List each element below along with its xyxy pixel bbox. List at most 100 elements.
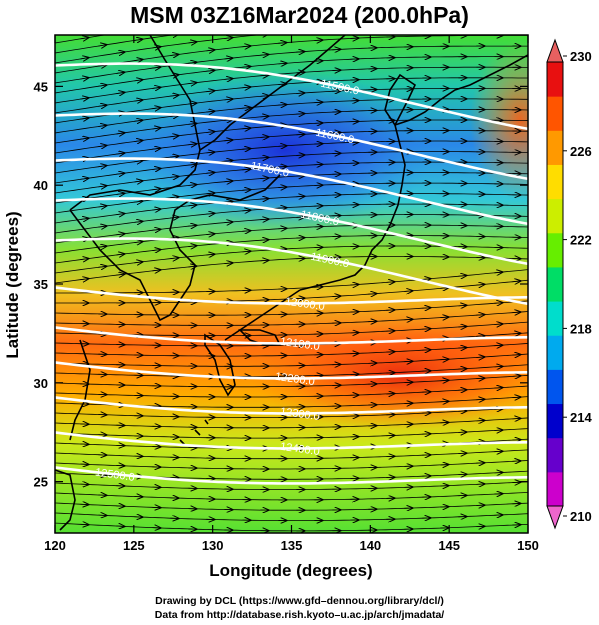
- wind-arrow: [260, 116, 268, 117]
- wind-arrow: [170, 176, 178, 177]
- contour-label: 12200.0: [274, 371, 315, 388]
- wind-arrow: [242, 251, 250, 252]
- wind-arrow: [242, 46, 250, 47]
- wind-arrow: [152, 270, 160, 271]
- colorbar-tick-label: 226: [570, 144, 592, 159]
- wind-arrow: [224, 140, 232, 141]
- contour-label: 12300.0: [279, 406, 320, 423]
- wind-arrow: [152, 67, 160, 68]
- colorbar-segment: [547, 403, 563, 439]
- wind-arrow: [170, 95, 178, 96]
- wind-arrow: [134, 59, 142, 60]
- streamline: [55, 374, 528, 388]
- streamline: [55, 364, 528, 377]
- streamline: [55, 35, 262, 64]
- wind-arrow: [188, 205, 196, 206]
- wind-arrow: [134, 181, 142, 182]
- wind-arrow: [422, 279, 430, 280]
- colorbar-segment: [547, 301, 563, 336]
- wind-arrow: [80, 138, 88, 139]
- wind-arrow: [458, 348, 466, 349]
- wind-arrow: [260, 54, 268, 55]
- wind-arrow: [170, 258, 178, 259]
- wind-arrow: [206, 70, 214, 71]
- streamline: [55, 35, 175, 54]
- colorbar-segment: [547, 369, 563, 405]
- colorbar-segment: [547, 62, 563, 97]
- streamline: [55, 77, 528, 114]
- wind-arrow: [188, 246, 196, 247]
- colorbar-segment: [547, 198, 563, 234]
- wind-arrow: [134, 100, 142, 101]
- wind-arrow: [242, 149, 250, 150]
- wind-arrow: [98, 166, 106, 167]
- wind-arrow: [260, 240, 268, 241]
- wind-arrow: [296, 93, 304, 94]
- wind-arrow: [80, 178, 88, 179]
- wind-arrow: [260, 96, 268, 97]
- wind-arrow: [512, 281, 520, 282]
- contour-label: 12500.0: [94, 466, 135, 483]
- wind-arrow: [80, 218, 88, 219]
- wind-arrow: [206, 132, 214, 133]
- wind-arrow: [242, 169, 250, 170]
- wind-arrow: [116, 173, 124, 174]
- wind-arrow: [80, 98, 88, 99]
- colorbar-segment: [547, 130, 563, 165]
- wind-arrow: [260, 260, 268, 261]
- wind-arrow: [278, 146, 286, 147]
- wind-arrow: [188, 22, 196, 23]
- wind-arrow: [188, 144, 196, 145]
- contour-line: [55, 286, 528, 305]
- colorbar-frame: [546, 61, 564, 507]
- wind-arrow: [242, 210, 250, 211]
- colorbar-tick-label: 210: [570, 509, 592, 524]
- wind-arrow: [242, 231, 250, 232]
- wind-arrow: [260, 178, 268, 179]
- wind-arrow: [206, 111, 214, 112]
- wind-arrow: [206, 50, 214, 51]
- wind-arrow: [512, 355, 520, 356]
- wind-arrow: [98, 246, 106, 247]
- wind-arrow: [476, 357, 484, 358]
- contour-line: [55, 62, 528, 131]
- wind-arrow: [116, 133, 124, 134]
- streamline: [55, 224, 528, 254]
- wind-arrow: [278, 187, 286, 188]
- colorbar-segment: [547, 437, 563, 473]
- wind-arrow: [116, 52, 124, 53]
- wind-arrow: [152, 250, 160, 251]
- y-tick-label: 25: [34, 475, 48, 490]
- wind-arrow: [350, 284, 358, 285]
- streamline: [55, 140, 528, 174]
- wind-arrow: [278, 63, 286, 64]
- wind-arrow: [206, 29, 214, 30]
- streamline: [55, 235, 528, 264]
- streamline: [55, 491, 528, 501]
- wind-arrow: [98, 85, 106, 86]
- streamline: [55, 66, 528, 104]
- wind-arrow: [422, 308, 430, 309]
- wind-arrow: [296, 72, 304, 73]
- colorbar-ticks: 230 226 222 218 214 210: [563, 49, 592, 524]
- wind-arrow: [170, 197, 178, 198]
- contour-line: [55, 197, 528, 266]
- wind-arrow: [368, 294, 376, 295]
- streamline: [55, 300, 528, 316]
- contour-line: [55, 361, 528, 380]
- wind-arrow: [476, 284, 484, 285]
- wind-arrow: [134, 120, 142, 121]
- wind-arrow: [494, 272, 502, 273]
- wind-arrow: [260, 219, 268, 220]
- colorbar-segment: [547, 96, 563, 131]
- wind-arrow: [314, 19, 322, 20]
- credit-data: Data from http://database.rish.kyoto–u.a…: [154, 609, 445, 621]
- wind-arrow: [278, 22, 286, 23]
- contour-label: 12100.0: [279, 336, 320, 353]
- wind-arrow: [152, 189, 160, 190]
- wind-arrow: [260, 13, 268, 14]
- colorbar-tick-label: 230: [570, 49, 592, 64]
- wind-arrow: [116, 72, 124, 73]
- wind-arrow: [296, 114, 304, 115]
